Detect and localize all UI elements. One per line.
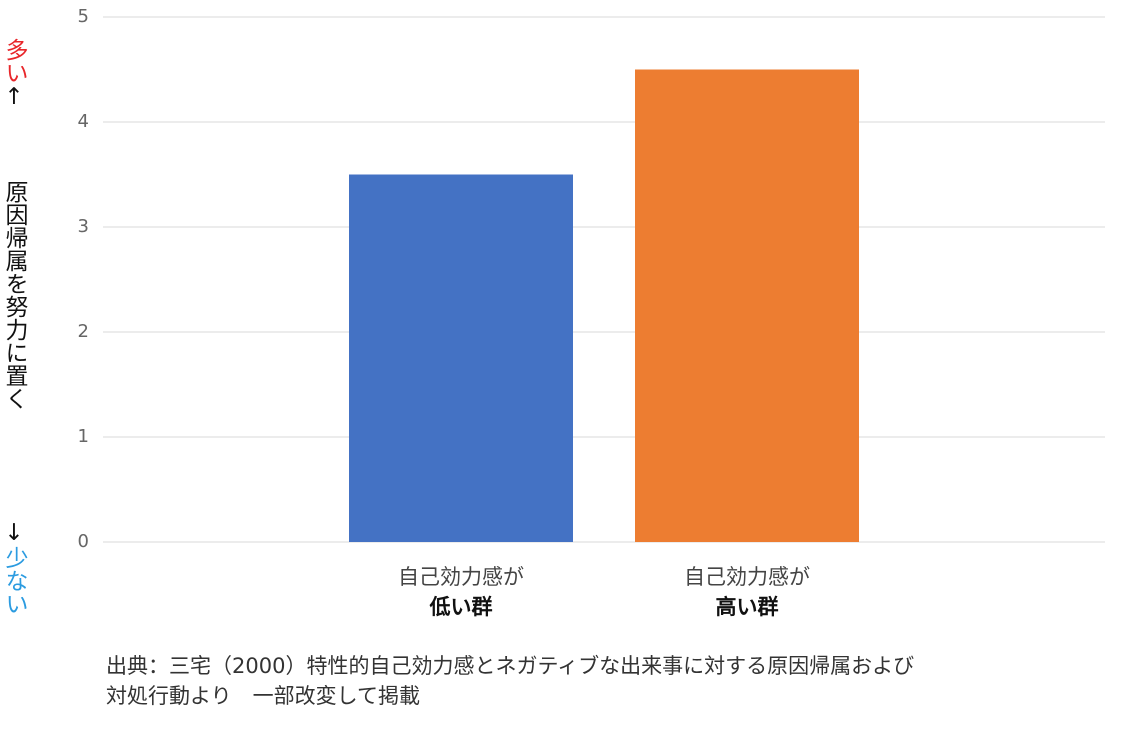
source-note: 対処行動より 一部改変して掲載 bbox=[106, 684, 420, 708]
y-axis-more: 多い bbox=[1, 38, 27, 84]
y-tick-label: 0 bbox=[78, 531, 89, 552]
y-tick-label: 1 bbox=[78, 426, 89, 447]
up-arrow: ↑ bbox=[1, 84, 27, 110]
x-tick-label: 低い群 bbox=[429, 595, 493, 619]
y-axis-label: 原因帰属を努力に置く bbox=[1, 180, 27, 410]
y-axis-top: 多い↑ bbox=[1, 38, 27, 110]
y-axis-bottom: ↓少ない bbox=[1, 520, 27, 615]
source-note: 出典：三宅（2000）特性的自己効力感とネガティブな出来事に対する原因帰属および bbox=[106, 654, 914, 678]
x-tick-label: 自己効力感が bbox=[398, 565, 524, 589]
y-tick-label: 4 bbox=[78, 111, 89, 132]
bar bbox=[349, 174, 573, 542]
x-tick-label: 高い群 bbox=[716, 595, 779, 619]
y-tick-label: 2 bbox=[78, 321, 89, 342]
bar bbox=[635, 69, 859, 542]
y-tick-label: 3 bbox=[78, 216, 89, 237]
y-axis-less: 少ない bbox=[1, 546, 27, 615]
x-tick-label: 自己効力感が bbox=[684, 565, 810, 589]
down-arrow: ↓ bbox=[1, 520, 27, 546]
y-tick-label: 5 bbox=[78, 6, 89, 27]
